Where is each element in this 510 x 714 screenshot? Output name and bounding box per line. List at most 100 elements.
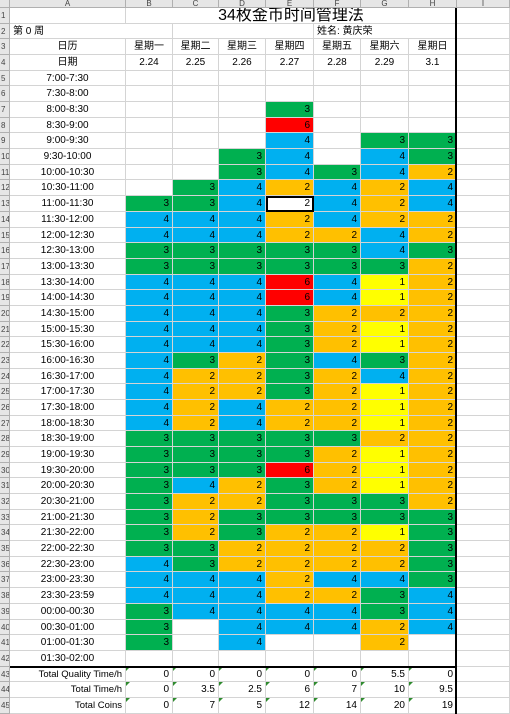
schedule-cell[interactable]: 4: [219, 415, 266, 432]
schedule-cell[interactable]: [219, 70, 266, 87]
schedule-cell[interactable]: 1: [361, 447, 409, 463]
schedule-cell[interactable]: 3: [314, 258, 361, 275]
empty-cell[interactable]: [457, 149, 510, 165]
schedule-cell[interactable]: 4: [266, 149, 314, 165]
empty-cell[interactable]: [457, 196, 510, 212]
schedule-cell[interactable]: 4: [409, 180, 457, 197]
schedule-cell[interactable]: 2: [409, 415, 457, 432]
schedule-cell[interactable]: 3: [126, 509, 173, 526]
schedule-cell[interactable]: [266, 635, 314, 651]
summary-value[interactable]: 10: [361, 682, 409, 698]
empty-cell[interactable]: [457, 117, 510, 134]
schedule-cell[interactable]: 2: [409, 305, 457, 322]
schedule-cell[interactable]: 4: [219, 211, 266, 228]
empty-cell[interactable]: [457, 415, 510, 432]
schedule-cell[interactable]: 1: [361, 462, 409, 479]
cell-i1[interactable]: [457, 8, 510, 24]
schedule-cell[interactable]: 3: [173, 352, 219, 369]
schedule-cell[interactable]: [361, 86, 409, 103]
schedule-cell[interactable]: [409, 70, 457, 87]
schedule-cell[interactable]: [314, 86, 361, 103]
schedule-cell[interactable]: 2: [266, 541, 314, 557]
row-header[interactable]: 42: [0, 650, 10, 667]
empty-cell[interactable]: [457, 164, 510, 181]
schedule-cell[interactable]: 3: [219, 149, 266, 165]
row-header[interactable]: 39: [0, 603, 10, 620]
row-header[interactable]: 11: [0, 164, 10, 181]
row-header[interactable]: 22: [0, 337, 10, 353]
schedule-cell[interactable]: 3: [126, 258, 173, 275]
schedule-cell[interactable]: 4: [361, 572, 409, 589]
empty-cell[interactable]: [457, 70, 510, 87]
summary-value[interactable]: 9.5: [409, 682, 457, 698]
schedule-cell[interactable]: [126, 86, 173, 103]
schedule-cell[interactable]: 3: [361, 494, 409, 510]
row-header[interactable]: 29: [0, 447, 10, 463]
schedule-cell[interactable]: 4: [361, 243, 409, 259]
schedule-cell[interactable]: 2: [409, 368, 457, 385]
column-header-h[interactable]: H: [409, 0, 457, 8]
schedule-cell[interactable]: 4: [126, 352, 173, 369]
schedule-cell[interactable]: [314, 102, 361, 118]
summary-value[interactable]: 0: [126, 697, 173, 714]
schedule-cell[interactable]: [314, 635, 361, 651]
row-header[interactable]: 37: [0, 572, 10, 589]
schedule-cell[interactable]: [173, 650, 219, 667]
schedule-cell[interactable]: 2: [409, 384, 457, 400]
schedule-cell[interactable]: 2: [409, 337, 457, 353]
schedule-cell[interactable]: 2: [314, 368, 361, 385]
schedule-cell[interactable]: 4: [361, 164, 409, 181]
column-header-b[interactable]: B: [126, 0, 173, 8]
schedule-cell[interactable]: 3: [409, 133, 457, 150]
schedule-cell[interactable]: [173, 619, 219, 636]
row-header[interactable]: 17: [0, 258, 10, 275]
schedule-cell[interactable]: 4: [314, 352, 361, 369]
schedule-cell[interactable]: 3: [173, 243, 219, 259]
empty-cell[interactable]: [457, 352, 510, 369]
schedule-cell[interactable]: [219, 650, 266, 667]
empty-cell[interactable]: [457, 368, 510, 385]
schedule-cell[interactable]: 2: [173, 384, 219, 400]
row-header[interactable]: 18: [0, 274, 10, 291]
row-header[interactable]: 7: [0, 102, 10, 118]
schedule-cell[interactable]: 3: [173, 196, 219, 212]
schedule-cell[interactable]: 3: [173, 258, 219, 275]
schedule-cell[interactable]: 1: [361, 384, 409, 400]
schedule-cell[interactable]: 4: [219, 274, 266, 291]
schedule-cell[interactable]: 3: [361, 352, 409, 369]
schedule-cell[interactable]: [266, 86, 314, 103]
empty-cell[interactable]: [457, 603, 510, 620]
schedule-cell[interactable]: [173, 149, 219, 165]
empty-cell[interactable]: [457, 274, 510, 291]
schedule-cell[interactable]: 3: [173, 447, 219, 463]
summary-value[interactable]: 0: [126, 682, 173, 698]
empty-cell[interactable]: [457, 697, 510, 714]
schedule-cell[interactable]: 3: [314, 164, 361, 181]
schedule-cell[interactable]: [314, 133, 361, 150]
empty-cell[interactable]: [457, 400, 510, 416]
row-header[interactable]: 28: [0, 431, 10, 448]
schedule-cell[interactable]: 4: [126, 211, 173, 228]
summary-value[interactable]: 19: [409, 697, 457, 714]
schedule-cell[interactable]: 3: [266, 321, 314, 338]
schedule-cell[interactable]: 4: [126, 274, 173, 291]
summary-value[interactable]: 5.5: [361, 666, 409, 683]
schedule-cell[interactable]: 2: [266, 196, 314, 212]
schedule-cell[interactable]: [266, 650, 314, 667]
row-header[interactable]: 40: [0, 619, 10, 636]
row-header[interactable]: 27: [0, 415, 10, 432]
schedule-cell[interactable]: [409, 102, 457, 118]
schedule-cell[interactable]: 3: [126, 635, 173, 651]
schedule-cell[interactable]: 2: [173, 525, 219, 542]
empty-cell[interactable]: [457, 243, 510, 259]
schedule-cell[interactable]: 1: [361, 337, 409, 353]
row-header[interactable]: 15: [0, 227, 10, 244]
row-header[interactable]: 25: [0, 384, 10, 400]
schedule-cell[interactable]: 2: [361, 211, 409, 228]
row-header[interactable]: 45: [0, 697, 10, 714]
summary-value[interactable]: 0: [126, 666, 173, 683]
schedule-cell[interactable]: 2: [314, 337, 361, 353]
row-header[interactable]: 3: [0, 39, 10, 56]
row-header[interactable]: 20: [0, 305, 10, 322]
empty-cell[interactable]: [457, 509, 510, 526]
